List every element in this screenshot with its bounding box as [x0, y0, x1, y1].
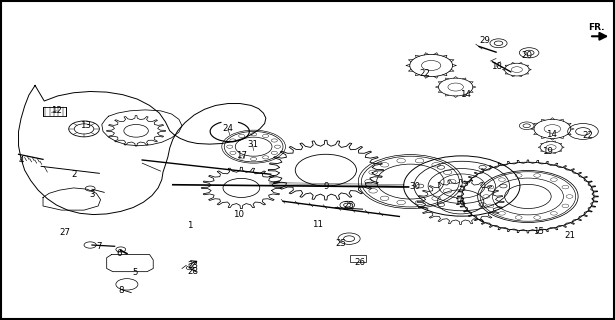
Text: 22: 22: [582, 132, 593, 140]
Text: 12: 12: [51, 106, 62, 115]
Text: 7: 7: [97, 242, 102, 251]
Text: 14: 14: [546, 130, 557, 139]
Text: 10: 10: [234, 210, 244, 219]
Text: 13: 13: [81, 121, 92, 130]
Text: 30: 30: [409, 181, 420, 190]
Bar: [43, 107, 66, 116]
Text: 2: 2: [71, 170, 76, 179]
Text: 4: 4: [19, 156, 25, 164]
Text: 19: 19: [542, 147, 553, 156]
Bar: [351, 255, 366, 262]
Text: 3: 3: [89, 190, 95, 199]
Text: 20: 20: [521, 51, 532, 60]
Text: 17: 17: [237, 151, 247, 160]
Text: FR.: FR.: [588, 23, 605, 32]
Text: 31: 31: [247, 140, 258, 149]
Text: 11: 11: [312, 220, 323, 228]
Text: 28: 28: [187, 267, 198, 276]
Text: 15: 15: [533, 227, 544, 236]
Text: 23: 23: [187, 261, 198, 270]
Text: 8: 8: [119, 285, 124, 295]
Text: 26: 26: [354, 258, 365, 267]
Text: 25: 25: [336, 239, 347, 248]
Text: 16: 16: [454, 198, 465, 207]
Text: 24: 24: [223, 124, 234, 133]
Text: 1: 1: [187, 220, 192, 229]
Text: 29: 29: [480, 36, 491, 45]
Text: 14: 14: [460, 90, 471, 99]
Text: 22: 22: [419, 69, 430, 78]
Text: 5: 5: [132, 268, 138, 277]
Text: 18: 18: [491, 62, 502, 71]
Text: 25: 25: [344, 201, 355, 210]
Text: 27: 27: [59, 228, 70, 237]
Text: 6: 6: [116, 249, 122, 258]
Text: 9: 9: [323, 181, 328, 190]
Text: 21: 21: [564, 231, 575, 240]
